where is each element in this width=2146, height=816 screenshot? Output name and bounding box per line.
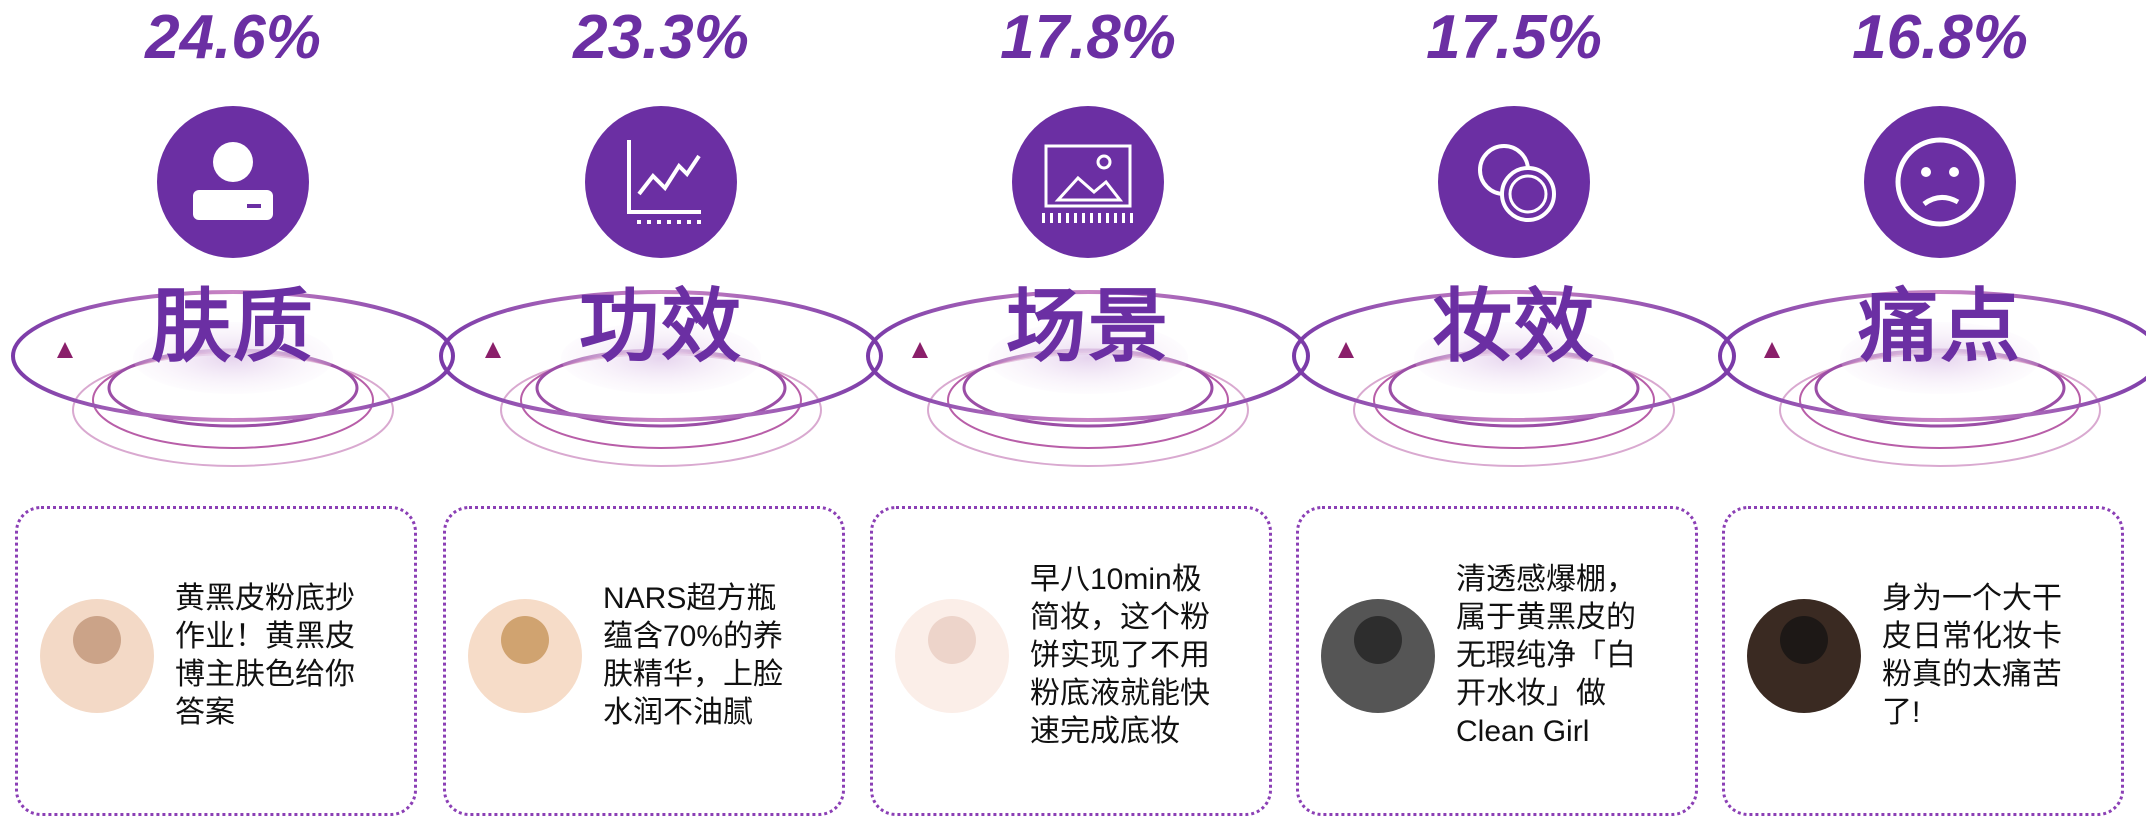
text-line: 蕴含70%的养 — [603, 618, 783, 656]
text-line: 清透感爆棚， — [1456, 561, 1636, 599]
category-label: 痛点 — [1790, 262, 2090, 378]
text-line: 肤精华，上脸 — [603, 656, 783, 694]
text-line: 粉底液就能快 — [1030, 675, 1210, 713]
icon-circle — [1012, 106, 1164, 258]
percent: 23.3% — [511, 2, 811, 73]
card-text: 黄黑皮粉底抄作业！黄黑皮博主肤色给你答案 — [175, 580, 355, 732]
marker — [485, 342, 501, 358]
marker — [57, 342, 73, 358]
text-line: 粉真的太痛苦 — [1882, 656, 2062, 694]
text-line: 身为一个大干 — [1882, 580, 2062, 618]
page: (() => { const data = JSON.parse(documen… — [0, 0, 2146, 802]
text-line: 早八10min极 — [1030, 561, 1210, 599]
percent: 17.8% — [938, 2, 1238, 73]
text-line: 博主肤色给你 — [175, 656, 355, 694]
text-line: 开水妆」做 — [1456, 675, 1636, 713]
text-line: 速完成底妆 — [1030, 713, 1210, 751]
icon-circle — [1864, 106, 2016, 258]
text-line: 作业！黄黑皮 — [175, 618, 355, 656]
card-text: 身为一个大干皮日常化妆卡粉真的太痛苦了! — [1882, 580, 2062, 732]
text-line: NARS超方瓶 — [603, 580, 783, 618]
marker — [912, 342, 928, 358]
category-label: 肤质 — [83, 262, 383, 378]
icon — [247, 204, 261, 208]
text-line: 黄黑皮粉底抄 — [175, 580, 355, 618]
marker — [1764, 342, 1780, 358]
card-text: 早八10min极简妆，这个粉饼实现了不用粉底液就能快速完成底妆 — [1030, 561, 1210, 751]
category-label: 功效 — [511, 262, 811, 378]
text-line: 饼实现了不用 — [1030, 637, 1210, 675]
text-line: 皮日常化妆卡 — [1882, 618, 2062, 656]
icon — [1949, 167, 1959, 177]
icon — [213, 142, 253, 182]
percent: 16.8% — [1790, 2, 2090, 73]
category-label: 妆效 — [1364, 262, 1664, 378]
text-line: 属于黄黑皮的 — [1456, 599, 1636, 637]
percent: 17.5% — [1364, 2, 1664, 73]
icon — [1921, 167, 1931, 177]
text-line: 简妆，这个粉 — [1030, 599, 1210, 637]
percent: 24.6% — [83, 2, 383, 73]
card-text: NARS超方瓶蕴含70%的养肤精华，上脸水润不油腻 — [603, 580, 783, 732]
text-line: 了! — [1882, 694, 2062, 732]
marker — [1338, 342, 1354, 358]
text-line: Clean Girl — [1456, 713, 1636, 751]
text-line: 无瑕纯净「白 — [1456, 637, 1636, 675]
category-label: 场景 — [938, 262, 1238, 378]
text-line: 水润不油腻 — [603, 694, 783, 732]
text-line: 答案 — [175, 694, 355, 732]
